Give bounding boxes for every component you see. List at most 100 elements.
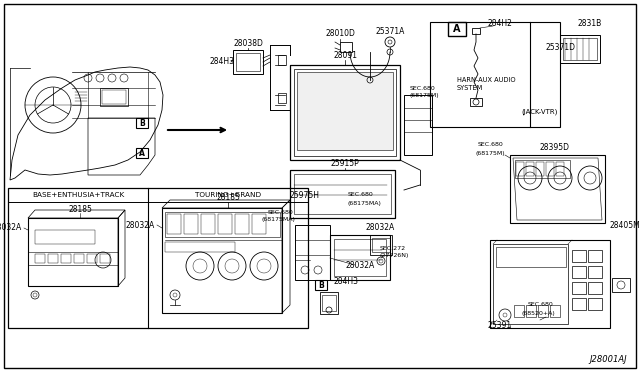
Text: SEC.680: SEC.680: [477, 142, 503, 148]
Text: 25371A: 25371A: [375, 28, 404, 36]
Bar: [236, 53, 260, 71]
Bar: [334, 239, 386, 276]
Text: 28032A: 28032A: [346, 260, 374, 269]
Text: 284H2: 284H2: [488, 19, 513, 29]
Text: BASE+ENTHUSIA+TRACK: BASE+ENTHUSIA+TRACK: [32, 192, 124, 198]
Bar: [8, 188, 308, 328]
Bar: [496, 247, 566, 267]
Bar: [536, 162, 544, 176]
Bar: [290, 65, 400, 160]
Text: SEC.680: SEC.680: [410, 86, 436, 90]
Text: 25975H: 25975H: [290, 190, 320, 199]
Text: 2831B: 2831B: [578, 19, 602, 29]
Bar: [560, 35, 600, 63]
Bar: [294, 69, 396, 156]
Bar: [514, 305, 524, 317]
Bar: [35, 254, 45, 263]
Text: 28038D: 28038D: [233, 38, 263, 48]
Bar: [165, 212, 280, 237]
Bar: [233, 50, 263, 74]
Bar: [48, 254, 58, 263]
Bar: [372, 238, 390, 252]
Bar: [515, 160, 570, 178]
Text: 28032A: 28032A: [0, 224, 22, 232]
Bar: [370, 235, 392, 255]
Bar: [294, 174, 391, 214]
Bar: [448, 22, 466, 36]
Bar: [28, 218, 118, 286]
Bar: [165, 242, 235, 252]
Bar: [526, 162, 534, 176]
Bar: [102, 90, 126, 104]
Bar: [201, 214, 215, 234]
Bar: [295, 225, 330, 280]
Bar: [526, 305, 536, 317]
Bar: [278, 55, 286, 65]
Text: B: B: [139, 119, 145, 128]
Text: 28395D: 28395D: [540, 142, 570, 151]
Bar: [588, 266, 602, 278]
Text: (68175MA): (68175MA): [348, 201, 382, 205]
Bar: [218, 214, 232, 234]
Bar: [74, 254, 84, 263]
Text: 28032A: 28032A: [365, 224, 395, 232]
Text: A: A: [453, 24, 461, 34]
Bar: [290, 170, 395, 218]
Bar: [252, 214, 266, 234]
Bar: [184, 214, 198, 234]
Text: 284H3: 284H3: [209, 58, 234, 67]
Bar: [470, 98, 482, 106]
Text: (68175M): (68175M): [475, 151, 505, 155]
Bar: [538, 305, 548, 317]
Text: 284H3: 284H3: [333, 276, 358, 285]
Bar: [322, 295, 336, 311]
Text: (JACK-VTR): (JACK-VTR): [522, 109, 558, 115]
Bar: [490, 240, 610, 328]
Text: TOURING+GRAND: TOURING+GRAND: [195, 192, 261, 198]
Text: SEC.680: SEC.680: [527, 302, 553, 308]
Text: 28185: 28185: [216, 193, 240, 202]
Bar: [35, 230, 95, 244]
Text: 28091: 28091: [333, 51, 357, 60]
Bar: [430, 22, 560, 127]
Bar: [278, 93, 286, 103]
Text: SEC.680: SEC.680: [348, 192, 374, 198]
Bar: [588, 298, 602, 310]
Text: A: A: [139, 148, 145, 157]
Bar: [572, 282, 586, 294]
Bar: [167, 214, 181, 234]
Bar: [493, 244, 568, 324]
Bar: [556, 162, 564, 176]
Bar: [550, 305, 560, 317]
Text: 28032A: 28032A: [125, 221, 155, 230]
Bar: [340, 42, 352, 52]
Bar: [572, 298, 586, 310]
Bar: [100, 254, 110, 263]
Bar: [330, 235, 390, 280]
Text: 28185: 28185: [68, 205, 92, 215]
Bar: [100, 88, 128, 106]
Bar: [588, 250, 602, 262]
Bar: [563, 38, 597, 60]
Text: (27726N): (27726N): [380, 253, 410, 259]
Bar: [61, 254, 71, 263]
Text: SEC.272: SEC.272: [380, 246, 406, 250]
Text: HARN-AUX AUDIO: HARN-AUX AUDIO: [457, 77, 516, 83]
Text: SYSTEM: SYSTEM: [457, 85, 483, 91]
Bar: [588, 282, 602, 294]
Bar: [404, 95, 432, 155]
Bar: [87, 254, 97, 263]
Bar: [612, 278, 630, 292]
Bar: [510, 155, 605, 223]
Bar: [136, 118, 148, 128]
Text: 28010D: 28010D: [325, 29, 355, 38]
Bar: [136, 148, 148, 158]
Text: 25915P: 25915P: [331, 158, 360, 167]
Text: 28405M: 28405M: [610, 221, 640, 230]
Bar: [546, 162, 554, 176]
Text: B: B: [318, 280, 324, 289]
Text: 25391: 25391: [488, 321, 512, 330]
Text: (68520+A): (68520+A): [521, 311, 555, 315]
Bar: [572, 250, 586, 262]
Text: J28001AJ: J28001AJ: [589, 356, 627, 365]
